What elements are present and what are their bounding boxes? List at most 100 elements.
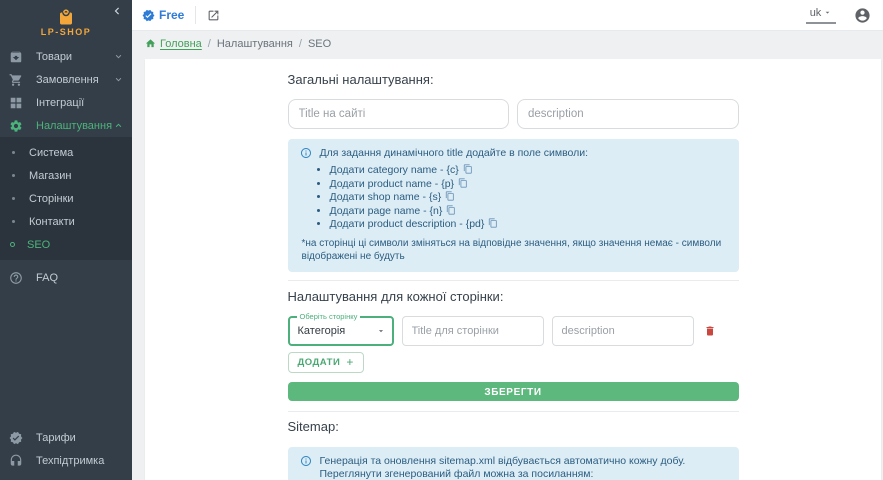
page-select-value: Категорія [297, 324, 346, 337]
submenu-item-contacts[interactable]: Контакти [0, 210, 132, 233]
page-description-input[interactable] [551, 315, 694, 346]
orders-icon [9, 73, 23, 87]
sidebar-item-orders[interactable]: Замовлення [0, 68, 132, 91]
list-item: Додати product name - {p} [330, 178, 725, 191]
sidebar-item-tariffs[interactable]: Тарифи [0, 426, 132, 449]
sidebar-item-products[interactable]: Товари [0, 45, 132, 68]
submenu-item-label: Магазин [29, 169, 72, 182]
submenu-item-label: Система [29, 146, 74, 159]
list-item: Додати page name - {n} [330, 205, 725, 218]
submenu-item-pages[interactable]: Сторінки [0, 187, 132, 210]
language-value: uk [809, 6, 822, 19]
sidebar-item-settings[interactable]: Налаштування [0, 114, 132, 137]
chevron-down-icon [113, 74, 124, 85]
tariffs-icon [9, 431, 23, 445]
page-select[interactable]: Оберіть сторінку Категорія [287, 311, 394, 346]
integrations-icon [9, 96, 23, 110]
content-card: Загальні налаштування: Для задання динам… [145, 59, 881, 480]
sidebar-item-label: FAQ [36, 271, 59, 284]
submenu-item-shop[interactable]: Магазин [0, 164, 132, 187]
chevron-down-icon [113, 51, 124, 62]
verified-check-icon [142, 9, 155, 22]
site-title-input[interactable] [287, 99, 509, 129]
info-title: Для задання динамічного title додайте в … [319, 147, 589, 159]
home-icon [145, 39, 156, 48]
support-icon [9, 454, 23, 468]
account-icon[interactable] [854, 7, 871, 24]
sidebar-item-faq[interactable]: FAQ [0, 266, 132, 289]
plan-badge-label: Free [159, 8, 185, 22]
site-description-input[interactable] [517, 99, 739, 129]
submenu-item-label: SEO [27, 238, 51, 251]
general-inputs-row [287, 99, 739, 129]
page-select-label: Оберіть сторінку [296, 311, 361, 321]
symbol-text: Додати page name - {n} [329, 204, 443, 217]
symbol-text: Додати product description - {pd} [329, 218, 485, 230]
plan-badge[interactable]: Free [142, 8, 184, 22]
breadcrumb-home[interactable]: Головна [145, 38, 202, 50]
info-icon [300, 148, 311, 158]
sitemap-heading: Sitemap: [287, 418, 339, 434]
sitemap-infobox: Генерація та оновлення sitemap.xml відбу… [287, 446, 739, 480]
breadcrumb-current: SEO [307, 37, 332, 50]
plus-icon: + [346, 354, 354, 369]
copy-icon[interactable] [446, 204, 456, 215]
list-item: Додати category name - {c} [330, 164, 725, 177]
sidebar-item-label: Замовлення [36, 73, 99, 86]
topbar: Free uk [132, 0, 883, 31]
delete-row-icon[interactable] [704, 324, 716, 338]
add-page-button[interactable]: ДОДАТИ + [287, 351, 364, 373]
general-settings-heading: Загальні налаштування: [287, 72, 434, 87]
submenu-item-system[interactable]: Система [0, 141, 132, 164]
sidebar-item-integrations[interactable]: Інтеграції [0, 91, 132, 114]
caret-down-icon [378, 329, 383, 332]
submenu-item-label: Контакти [29, 215, 75, 228]
breadcrumb-settings[interactable]: Налаштування [216, 37, 293, 50]
chevron-up-icon [113, 120, 124, 131]
sidebar-item-support[interactable]: Техпідтримка [0, 449, 132, 472]
copy-icon[interactable] [463, 164, 473, 174]
language-underline [806, 21, 836, 24]
shop-bag-icon [57, 8, 75, 26]
symbol-text: Додати shop name - {s} [329, 191, 442, 203]
symbol-text: Додати product name - {p} [329, 177, 455, 190]
page-title-input[interactable] [401, 315, 544, 346]
dynamic-title-infobox: Для задання динамічного title додайте в … [287, 139, 739, 272]
faq-icon [9, 271, 23, 285]
bullet-icon [12, 197, 15, 200]
sitemap-info-text: Генерація та оновлення sitemap.xml відбу… [319, 454, 686, 480]
copy-icon[interactable] [488, 218, 498, 228]
sidebar-item-label: Інтеграції [36, 96, 85, 109]
sidebar-item-label: Товари [36, 50, 73, 63]
open-site-icon[interactable] [207, 9, 220, 22]
sidebar-item-label: Тарифи [36, 431, 76, 444]
breadcrumb: Головна / Налаштування / SEO [132, 31, 883, 56]
bullet-icon [12, 151, 15, 154]
info-footnote: *на сторінці ці символи зміняться на від… [301, 237, 722, 262]
breadcrumb-separator: / [298, 37, 302, 50]
submenu-item-label: Сторінки [29, 192, 74, 205]
symbols-list: Додати category name - {c} Додати produc… [330, 164, 725, 231]
list-item: Додати product description - {pd} [330, 218, 725, 231]
radio-active-icon [10, 242, 15, 247]
save-button[interactable]: ЗБЕРЕГТИ [287, 381, 739, 401]
sidebar-logo[interactable]: LP-SHOP [0, 0, 132, 45]
products-icon [9, 50, 23, 64]
logo-text: LP-SHOP [40, 27, 92, 37]
section-divider [287, 279, 739, 281]
settings-submenu: Система Магазин Сторінки Контакти SEO [0, 137, 132, 260]
sidebar-collapse-icon[interactable] [110, 4, 124, 18]
language-selector[interactable]: uk [806, 7, 836, 24]
copy-icon[interactable] [458, 177, 468, 188]
sidebar-item-label: Налаштування [36, 119, 113, 132]
add-page-button-label: ДОДАТИ [297, 356, 341, 368]
list-item: Додати shop name - {s} [330, 191, 725, 204]
sidebar-item-label: Техпідтримка [36, 454, 105, 467]
sidebar: LP-SHOP Товари Замовлення Інтеграції Нал… [0, 0, 132, 480]
caret-down-icon [825, 11, 830, 14]
section-divider [287, 410, 739, 412]
copy-icon[interactable] [445, 191, 455, 201]
breadcrumb-home-label[interactable]: Головна [160, 37, 202, 50]
submenu-item-seo[interactable]: SEO [0, 233, 132, 256]
